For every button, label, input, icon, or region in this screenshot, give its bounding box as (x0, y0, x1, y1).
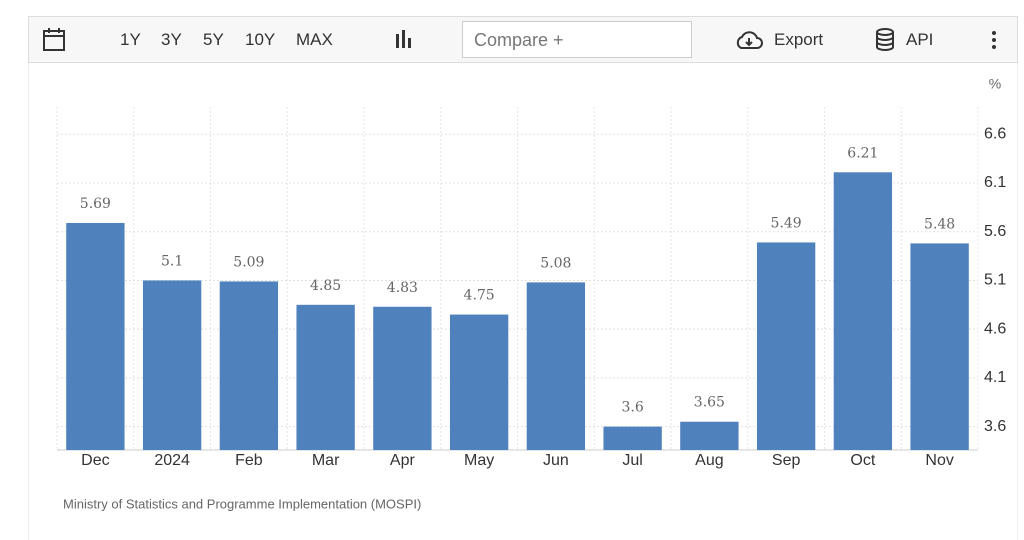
range-button[interactable]: 1Y (120, 30, 141, 49)
range-button[interactable]: 3Y (161, 30, 182, 49)
compare-input[interactable]: Compare + (462, 21, 692, 58)
range-button[interactable]: 5Y (203, 30, 224, 49)
calendar-icon[interactable] (41, 26, 71, 56)
menu-icon[interactable] (989, 29, 999, 53)
export-button[interactable]: Export (774, 30, 824, 49)
export-icon[interactable] (734, 29, 764, 53)
api-icon[interactable] (874, 27, 898, 53)
range-button[interactable]: MAX (296, 30, 333, 49)
toolbar: 1Y 3Y 5Y 10Y MAX Compare + Export API (28, 16, 1018, 63)
chart-frame (28, 63, 1018, 540)
chart-type-icon[interactable] (393, 28, 417, 52)
range-button[interactable]: 10Y (245, 30, 276, 49)
api-button[interactable]: API (906, 30, 934, 49)
